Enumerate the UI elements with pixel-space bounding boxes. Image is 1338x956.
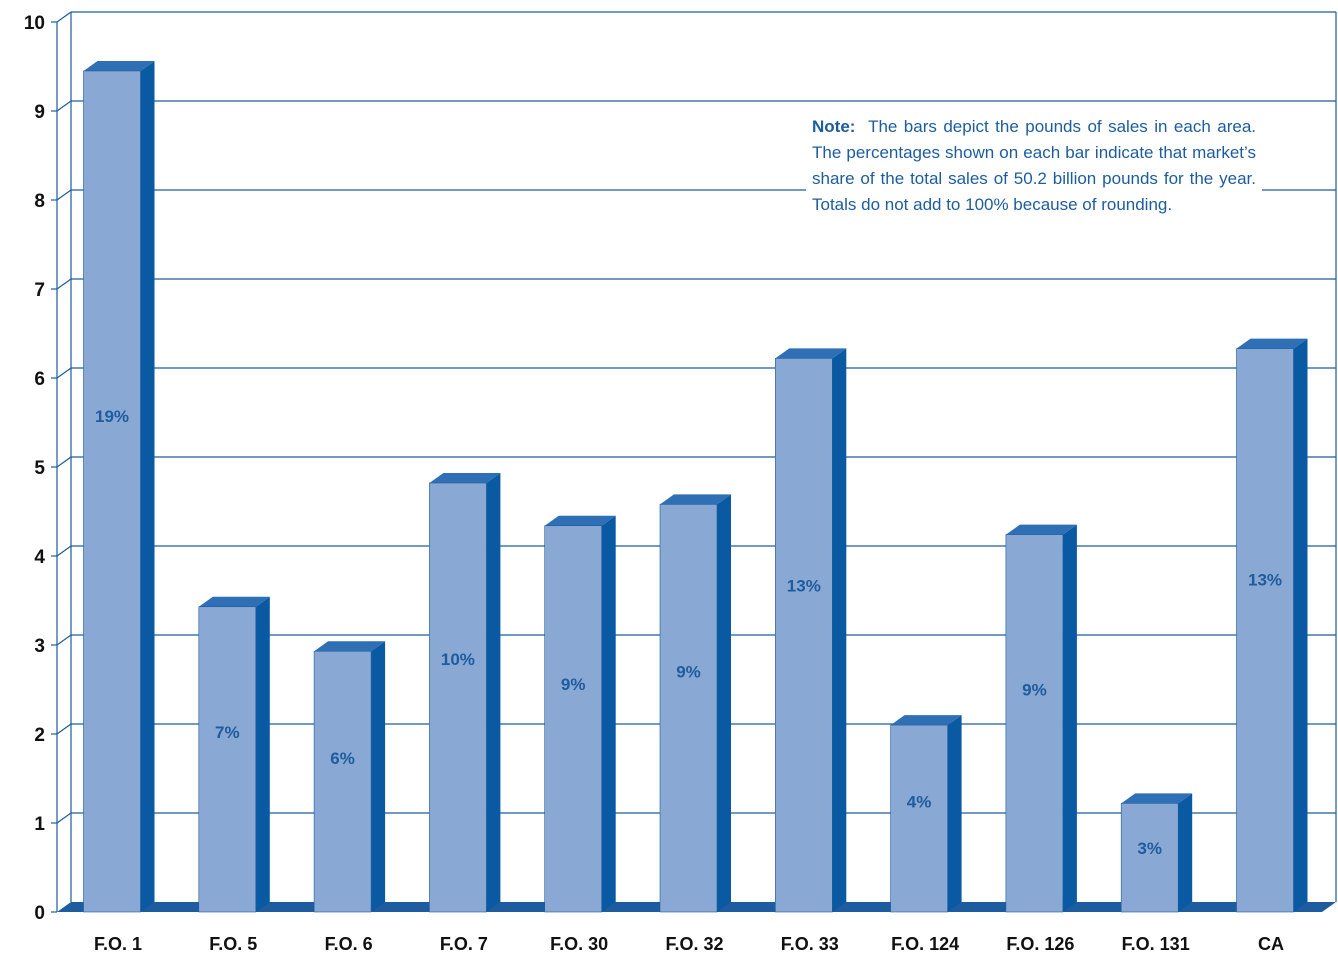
bar-front	[890, 724, 948, 913]
bar-side	[717, 494, 731, 912]
y-tick-label: 3	[34, 636, 45, 657]
data-label: 7%	[215, 723, 240, 742]
bar-side	[832, 348, 847, 912]
y-tick-label: 4	[34, 547, 45, 568]
x-category-label: F.O. 131	[1122, 934, 1190, 954]
bar	[429, 473, 501, 913]
bars-layer	[83, 60, 1308, 913]
bar-side	[255, 596, 270, 912]
bar	[1120, 793, 1193, 913]
x-category-label: F.O. 5	[209, 934, 257, 954]
note-heading: Note:	[812, 117, 856, 136]
bar-front	[1236, 348, 1294, 913]
bar-front	[313, 650, 372, 913]
x-category-label: F.O. 32	[665, 934, 723, 954]
bar-side	[601, 515, 616, 912]
x-category-label: CA	[1258, 934, 1284, 954]
data-label: 6%	[330, 749, 355, 768]
bar-top	[890, 715, 962, 726]
x-category-label: F.O. 33	[781, 934, 839, 954]
bar-front	[429, 482, 487, 913]
x-category-label: F.O. 30	[550, 934, 608, 954]
bar-top	[314, 641, 386, 652]
bar-top	[429, 473, 501, 484]
bar	[774, 348, 847, 913]
bar-top	[775, 348, 847, 359]
bar	[659, 494, 731, 913]
bar-side	[486, 473, 501, 912]
gridline-diagonal	[56, 189, 72, 201]
x-category-label: F.O. 126	[1006, 934, 1074, 954]
data-label: 13%	[787, 576, 821, 595]
y-tick-label: 0	[34, 903, 45, 924]
bar	[890, 715, 962, 913]
chart-note: Note: The bars depict the pounds of sale…	[806, 112, 1262, 220]
bar-front	[198, 606, 257, 913]
data-label: 9%	[1022, 680, 1047, 699]
y-tick-label: 8	[34, 191, 45, 212]
bar-front	[83, 70, 141, 913]
bar	[1005, 524, 1077, 913]
data-label: 10%	[441, 650, 475, 669]
gridline-diagonal	[56, 456, 72, 468]
bar-front	[1120, 803, 1179, 913]
y-tick-label: 9	[34, 102, 45, 123]
gridline-diagonal	[56, 11, 72, 23]
gridline-diagonal	[56, 723, 72, 735]
note-text: The bars depict the pounds of sales in e…	[812, 117, 1256, 214]
y-tick-label: 1	[34, 814, 45, 835]
data-label: 19%	[95, 407, 129, 426]
data-label: 9%	[676, 663, 701, 682]
bar-front	[1005, 534, 1064, 913]
gridline-diagonal	[56, 545, 72, 557]
x-category-label: F.O. 1	[94, 934, 142, 954]
gridline-diagonal	[56, 812, 72, 824]
gridline-diagonal	[56, 100, 72, 112]
bar-side	[947, 715, 962, 912]
bar-top	[544, 515, 616, 526]
bar	[1236, 338, 1308, 913]
bar-side	[371, 641, 386, 912]
bar-side	[1062, 524, 1077, 912]
y-axis-ticks: 0 1 2 3 4 5 6 7 8 9 10	[24, 13, 57, 924]
bar-top	[1005, 524, 1077, 535]
gridline-diagonal	[56, 278, 72, 290]
y-tick-label: 7	[34, 280, 45, 301]
bar	[198, 596, 270, 913]
bar-top	[198, 596, 270, 607]
y-tick-label: 6	[34, 369, 45, 390]
bar-top	[660, 494, 731, 505]
bar	[544, 515, 616, 913]
x-category-label: F.O. 124	[891, 934, 959, 954]
bar-top	[1236, 338, 1308, 349]
data-label: 13%	[1248, 571, 1282, 590]
data-label: 9%	[561, 675, 586, 694]
bar-front	[544, 525, 603, 913]
bar-front	[774, 358, 833, 913]
bar	[83, 60, 155, 913]
data-labels: 19% 7% 6% 10% 9% 9% 13% 4% 9% 3% 13%	[95, 407, 1282, 858]
x-category-label: F.O. 7	[440, 934, 488, 954]
bar-top	[1121, 793, 1193, 804]
bar-side	[140, 60, 155, 912]
bar	[313, 641, 386, 913]
y-tick-label: 2	[34, 725, 45, 746]
y-tick-label: 10	[24, 13, 45, 34]
bar-top	[83, 60, 155, 71]
data-label: 3%	[1137, 839, 1162, 858]
bar-front	[659, 504, 718, 913]
gridline-diagonal	[56, 634, 72, 646]
bar-side	[1178, 793, 1193, 912]
bar-side	[1293, 338, 1308, 912]
gridline-diagonal	[56, 367, 72, 379]
data-label: 4%	[907, 793, 932, 812]
x-category-label: F.O. 6	[325, 934, 373, 954]
x-axis-categories: F.O. 1 F.O. 5 F.O. 6 F.O. 7 F.O. 30 F.O. 32 F.…	[94, 934, 1284, 954]
y-tick-label: 5	[34, 458, 45, 479]
